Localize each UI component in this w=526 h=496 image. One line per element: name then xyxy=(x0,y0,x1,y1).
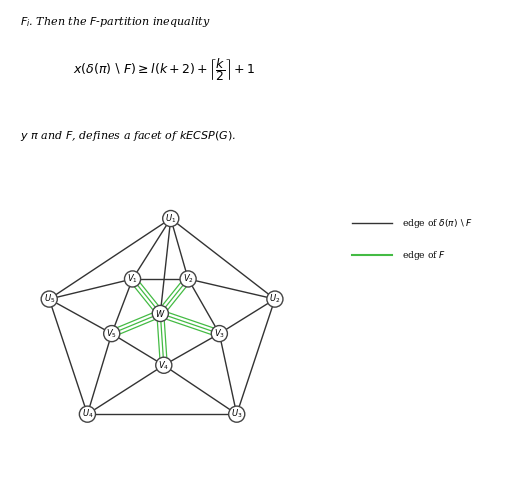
Text: $\mathit{U}_{1}$: $\mathit{U}_{1}$ xyxy=(165,212,176,225)
Text: $x(\delta(\pi) \setminus F) \geq l(k+2) + \left\lceil \dfrac{k}{2} \right\rceil : $x(\delta(\pi) \setminus F) \geq l(k+2) … xyxy=(73,56,255,83)
Circle shape xyxy=(163,210,179,227)
Text: edge of $\delta(\pi) \setminus F$: edge of $\delta(\pi) \setminus F$ xyxy=(402,217,473,230)
Text: $\mathit{U}_{5}$: $\mathit{U}_{5}$ xyxy=(44,293,55,306)
Text: $\mathit{U}_{3}$: $\mathit{U}_{3}$ xyxy=(231,408,242,421)
Circle shape xyxy=(267,291,283,307)
Text: $y\ \pi$ and $F$, defines a facet of $kECSP(G)$.: $y\ \pi$ and $F$, defines a facet of $kE… xyxy=(20,129,236,143)
Circle shape xyxy=(79,406,96,422)
Text: $\mathit{V}_{4}$: $\mathit{V}_{4}$ xyxy=(158,359,169,372)
Text: $\mathit{U}_{2}$: $\mathit{U}_{2}$ xyxy=(269,293,280,306)
Circle shape xyxy=(152,306,168,321)
Circle shape xyxy=(211,325,227,342)
Text: $\mathit{V}_{5}$: $\mathit{V}_{5}$ xyxy=(106,327,117,340)
Circle shape xyxy=(156,357,172,373)
Text: $\mathit{V}_{2}$: $\mathit{V}_{2}$ xyxy=(183,273,194,285)
Circle shape xyxy=(180,271,196,287)
Text: $W$: $W$ xyxy=(155,308,166,319)
Text: $F_i$. Then the $F$-partition inequality: $F_i$. Then the $F$-partition inequality xyxy=(20,15,210,29)
Circle shape xyxy=(125,271,140,287)
Text: $\mathit{U}_{4}$: $\mathit{U}_{4}$ xyxy=(82,408,93,421)
Text: $\mathit{V}_{3}$: $\mathit{V}_{3}$ xyxy=(214,327,225,340)
Text: $\mathit{V}_{1}$: $\mathit{V}_{1}$ xyxy=(127,273,138,285)
Circle shape xyxy=(229,406,245,422)
Text: edge of $F$: edge of $F$ xyxy=(402,249,446,262)
Circle shape xyxy=(104,325,120,342)
Circle shape xyxy=(41,291,57,307)
